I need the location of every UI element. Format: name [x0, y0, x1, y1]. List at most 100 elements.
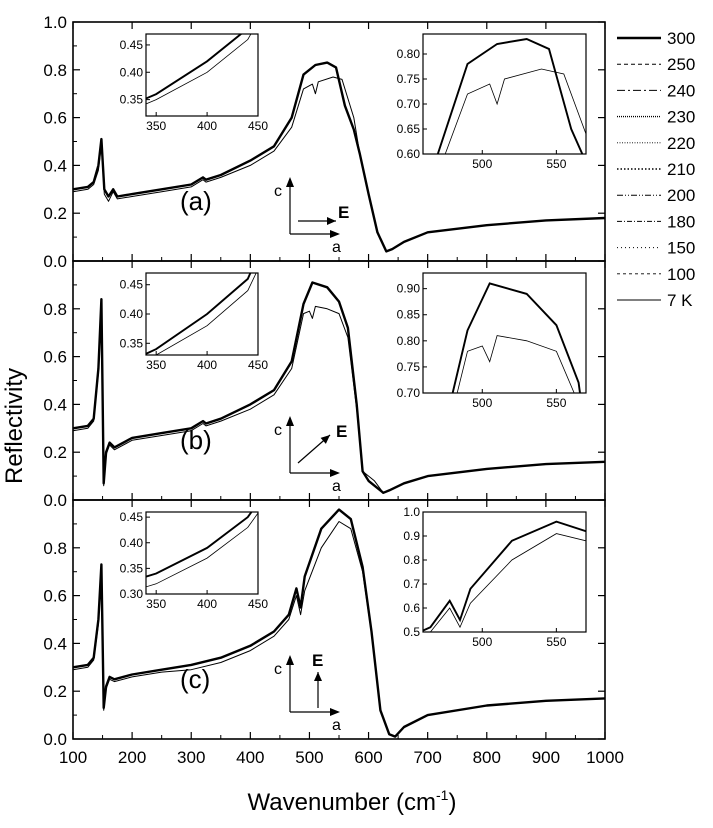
inset-frame	[422, 33, 587, 155]
series-line-7k	[72, 303, 606, 494]
inset-x-tick-label: 450	[248, 119, 268, 133]
legend-label: 210	[667, 160, 695, 179]
inset-inset_right: 0.5 0.6 0.7 0.8 0.9 1.0 500 550	[403, 505, 587, 649]
y-tick-label: 0.8	[43, 539, 67, 558]
y-tick-label: 0.6	[43, 348, 67, 367]
y-tick-label: 0.2	[43, 682, 67, 701]
inset-y-tick-label: 0.75	[397, 72, 421, 86]
legend-label: 240	[667, 81, 695, 100]
x-tick-label: 900	[532, 748, 560, 767]
inset-x-tick-label: 350	[146, 358, 166, 372]
inset-y-tick-label: 0.75	[397, 360, 421, 374]
panel-1: 0.0 0.2 0.4 0.6 0.8 (b) c a E 0.35 0.40 0.45 350 400 4…	[43, 260, 606, 510]
inset-y-tick-label: 0.40	[120, 65, 144, 79]
inset-x-tick-label: 400	[197, 119, 217, 133]
e-arrow-head	[327, 217, 336, 225]
c-arrow-head	[286, 655, 294, 665]
a-arrow-head	[330, 469, 340, 477]
x-tick-label: 700	[413, 748, 441, 767]
x-axis-title: Wavenumber (cm-1)	[248, 787, 457, 816]
inset-inset_left: 0.35 0.40 0.45 350 400 450	[120, 272, 268, 372]
inset-series-line	[423, 520, 586, 632]
inset-x-tick-label: 550	[546, 396, 566, 410]
inset-y-tick-label: 0.70	[397, 386, 421, 400]
inset-inset_right: 0.60 0.65 0.70 0.75 0.80 500 550	[397, 33, 587, 171]
panel-0: 0.0 0.2 0.4 0.6 0.8 1.0 (a) c aE 0.35 0.40 0.45 350 4…	[43, 13, 606, 271]
inset-y-tick-label: 0.80	[397, 334, 421, 348]
x-tick-label: 500	[295, 748, 323, 767]
series-line-7k	[72, 76, 606, 252]
x-tick-label: 300	[177, 748, 205, 767]
inset-y-tick-label: 0.45	[120, 510, 144, 524]
y-tick-label: 0.4	[43, 634, 67, 653]
inset-y-tick-label: 0.5	[403, 625, 420, 639]
x-tick-label: 400	[236, 748, 264, 767]
y-tick-label: 0.0	[43, 730, 67, 749]
inset-frame	[145, 511, 259, 595]
e-field-label: E	[336, 422, 347, 441]
legend-label: 220	[667, 134, 695, 153]
inset-y-tick-label: 0.70	[397, 97, 421, 111]
inset-inset_left: 0.30 0.35 0.40 0.45 350 400 450	[120, 510, 269, 611]
legend-label: 300	[667, 29, 695, 48]
panel-2: 0.0 0.2 0.4 0.6 0.8 (c) c a E 0.30 0.35 0.40 0.45 350…	[43, 499, 606, 749]
a-arrow-head	[330, 230, 340, 238]
inset-y-tick-label: 0.85	[397, 308, 421, 322]
legend-label: 7 K	[667, 291, 693, 310]
inset-y-tick-label: 1.0	[403, 505, 420, 519]
inset-y-tick-label: 0.45	[120, 38, 144, 52]
y-tick-label: 0.2	[43, 204, 67, 223]
e-field-label: E	[338, 203, 349, 222]
inset-y-tick-label: 0.45	[120, 278, 144, 292]
inset-frame	[422, 511, 587, 633]
inset-x-tick-label: 500	[472, 635, 492, 649]
c-arrow-head	[286, 416, 294, 426]
inset-y-tick-label: 0.35	[120, 336, 144, 350]
legend-label: 100	[667, 265, 695, 284]
e-arrow-head	[314, 672, 322, 681]
x-axis-title-sup: -1	[436, 787, 449, 803]
y-tick-label: 0.4	[43, 395, 67, 414]
inset-x-tick-label: 500	[472, 396, 492, 410]
y-tick-label: 0.6	[43, 587, 67, 606]
x-axis-title-close: )	[448, 789, 456, 816]
inset-x-tick-label: 350	[146, 597, 166, 611]
inset-y-tick-label: 0.65	[397, 122, 421, 136]
x-tick-label: 100	[59, 748, 87, 767]
inset-y-tick-label: 0.7	[403, 577, 420, 591]
y-tick-label: 0.8	[43, 61, 67, 80]
e-field-label: E	[312, 651, 323, 670]
inset-series-line	[429, 533, 586, 632]
inset-x-tick-label: 500	[472, 157, 492, 171]
panel-label: (b)	[180, 425, 212, 455]
a-arrow-head	[330, 708, 340, 716]
inset-y-tick-label: 0.60	[397, 147, 421, 161]
x-tick-label: 800	[473, 748, 501, 767]
e-arrow-head	[320, 435, 330, 444]
inset-x-tick-label: 350	[146, 119, 166, 133]
inset-y-tick-label: 0.40	[120, 307, 144, 321]
x-tick-label: 200	[118, 748, 146, 767]
inset-y-tick-label: 0.8	[403, 553, 420, 567]
y-tick-label: 0.0	[43, 252, 67, 271]
legend-label: 250	[667, 55, 695, 74]
inset-x-tick-label: 550	[546, 157, 566, 171]
inset-y-tick-label: 0.80	[397, 47, 421, 61]
inset-x-tick-label: 400	[197, 358, 217, 372]
inset-x-tick-label: 550	[546, 635, 566, 649]
legend: 300 250 240 230 220 210 200 180 150 100 7 K	[617, 29, 695, 310]
c-arrow-head	[286, 177, 294, 187]
legend-label: 180	[667, 212, 695, 231]
inset-inset_left: 0.35 0.40 0.45 350 400 450	[120, 33, 268, 133]
legend-label: 200	[667, 186, 695, 205]
inset-series-line	[451, 282, 581, 393]
inset-x-tick-label: 400	[197, 597, 217, 611]
inset-inset_right: 0.70 0.75 0.80 0.85 0.90 500 550	[397, 272, 587, 410]
inset-y-tick-label: 0.9	[403, 529, 420, 543]
y-tick-label: 0.0	[43, 491, 67, 510]
inset-y-tick-label: 0.35	[120, 93, 144, 107]
x-tick-label: 1000	[586, 748, 624, 767]
a-axis-label: a	[332, 717, 341, 734]
panel-label: (c)	[180, 664, 210, 694]
inset-y-tick-label: 0.30	[120, 587, 144, 601]
